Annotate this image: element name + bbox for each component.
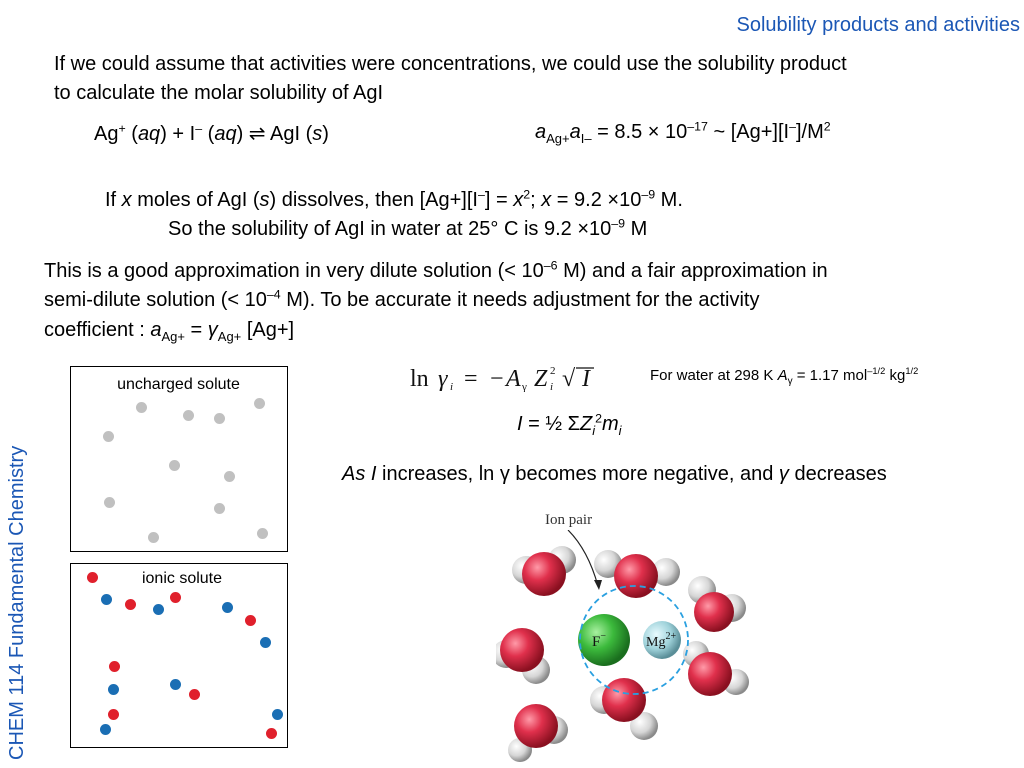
water-constant-note: For water at 298 K Aγ = 1.17 mol–1/2 kg1… (650, 366, 919, 387)
anion-particle (170, 679, 181, 690)
cation-particle (245, 615, 256, 626)
anion-particle (153, 604, 164, 615)
ksp-expression: aAg+aI– = 8.5 × 10–17 ~ [Ag+][I–]/M2 (535, 119, 831, 146)
approx-line-3: coefficient : aAg+ = γAg+ [Ag+] (44, 319, 295, 344)
svg-text:ln: ln (410, 366, 429, 392)
water-molecule (683, 641, 749, 696)
ion-pair-arrow (567, 530, 599, 587)
fluoride-ion (578, 614, 630, 666)
course-name: CHEM 114 Fundamental Chemistry (6, 445, 28, 760)
cation-particle (87, 572, 98, 583)
neutral-particle (136, 402, 147, 413)
water-molecule (594, 550, 680, 598)
ionic-strength-formula: I = ½ ΣZi2mi (517, 411, 622, 438)
magnesium-ion (643, 621, 681, 659)
neutral-particle (148, 532, 159, 543)
cation-particle (170, 592, 181, 603)
ion-pair-label: Ion pair (545, 512, 593, 528)
uncharged-panel-label: uncharged solute (117, 376, 240, 393)
intro-line-1: If we could assume that activities were … (54, 53, 847, 75)
approx-line-1: This is a good approximation in very dil… (44, 258, 828, 282)
anion-particle (272, 709, 283, 720)
svg-text:A: A (504, 366, 521, 392)
neutral-particle (214, 503, 225, 514)
ion-pair-figure: F− Mg2+ (496, 530, 749, 762)
svg-text:2: 2 (550, 365, 556, 377)
neutral-particle (183, 410, 194, 421)
cation-particle (125, 599, 136, 610)
svg-text:−: − (490, 366, 504, 392)
solubility-result: So the solubility of AgI in water at 25°… (168, 216, 648, 240)
svg-text:γ: γ (438, 366, 448, 392)
neutral-particle (224, 471, 235, 482)
cation-particle (108, 709, 119, 720)
neutral-particle (254, 398, 265, 409)
anion-particle (100, 724, 111, 735)
neutral-particle (103, 431, 114, 442)
anion-particle (222, 602, 233, 613)
aq-label-2: aq (214, 123, 237, 145)
debye-huckel-equation: ln γ i = − A γ Z 2 i √ I (410, 365, 594, 392)
solubility-derivation: If x moles of AgI (s) dissolves, then [A… (105, 187, 683, 211)
magnesium-label: Mg2+ (646, 631, 676, 650)
water-molecule (688, 576, 746, 632)
ionic-panel-label: ionic solute (141, 570, 223, 587)
ion-pair-boundary (579, 585, 689, 695)
svg-text:Z: Z (534, 366, 548, 392)
activity-conclusion: As I increases, ln γ becomes more negati… (342, 463, 887, 485)
neutral-particle (169, 460, 180, 471)
anion-particle (108, 684, 119, 695)
intro-line-2: to calculate the molar solubility of AgI (54, 82, 384, 104)
svg-text:i: i (450, 381, 453, 392)
svg-text:I: I (581, 366, 591, 392)
uncharged-solute-panel: uncharged solute (70, 366, 288, 552)
neutral-particle (257, 528, 268, 539)
svg-text:=: = (464, 366, 478, 392)
anion-particle (260, 637, 271, 648)
svg-text:√: √ (562, 366, 576, 392)
svg-text:i: i (550, 381, 553, 392)
water-molecule (496, 628, 550, 684)
ionic-solute-panel: ionic solute (70, 563, 288, 748)
water-molecule (590, 678, 658, 740)
neutral-particle (214, 413, 225, 424)
cation-particle (189, 689, 200, 700)
water-molecule (508, 704, 568, 762)
cation-particle (266, 728, 277, 739)
fluoride-label: F− (592, 631, 606, 650)
svg-text:γ: γ (521, 381, 527, 392)
anion-particle (101, 594, 112, 605)
dissolution-equation: Ag+ (aq) + I– (aq) ⇌ AgI (s) (94, 121, 329, 145)
neutral-particle (104, 497, 115, 508)
cation-particle (109, 661, 120, 672)
water-molecule (512, 546, 576, 596)
slide-title: Solubility products and activities (736, 14, 1020, 36)
x-var-3: x (541, 189, 552, 211)
approx-line-2: semi-dilute solution (< 10–4 M). To be a… (44, 287, 760, 311)
x-var-2: x (513, 189, 524, 211)
